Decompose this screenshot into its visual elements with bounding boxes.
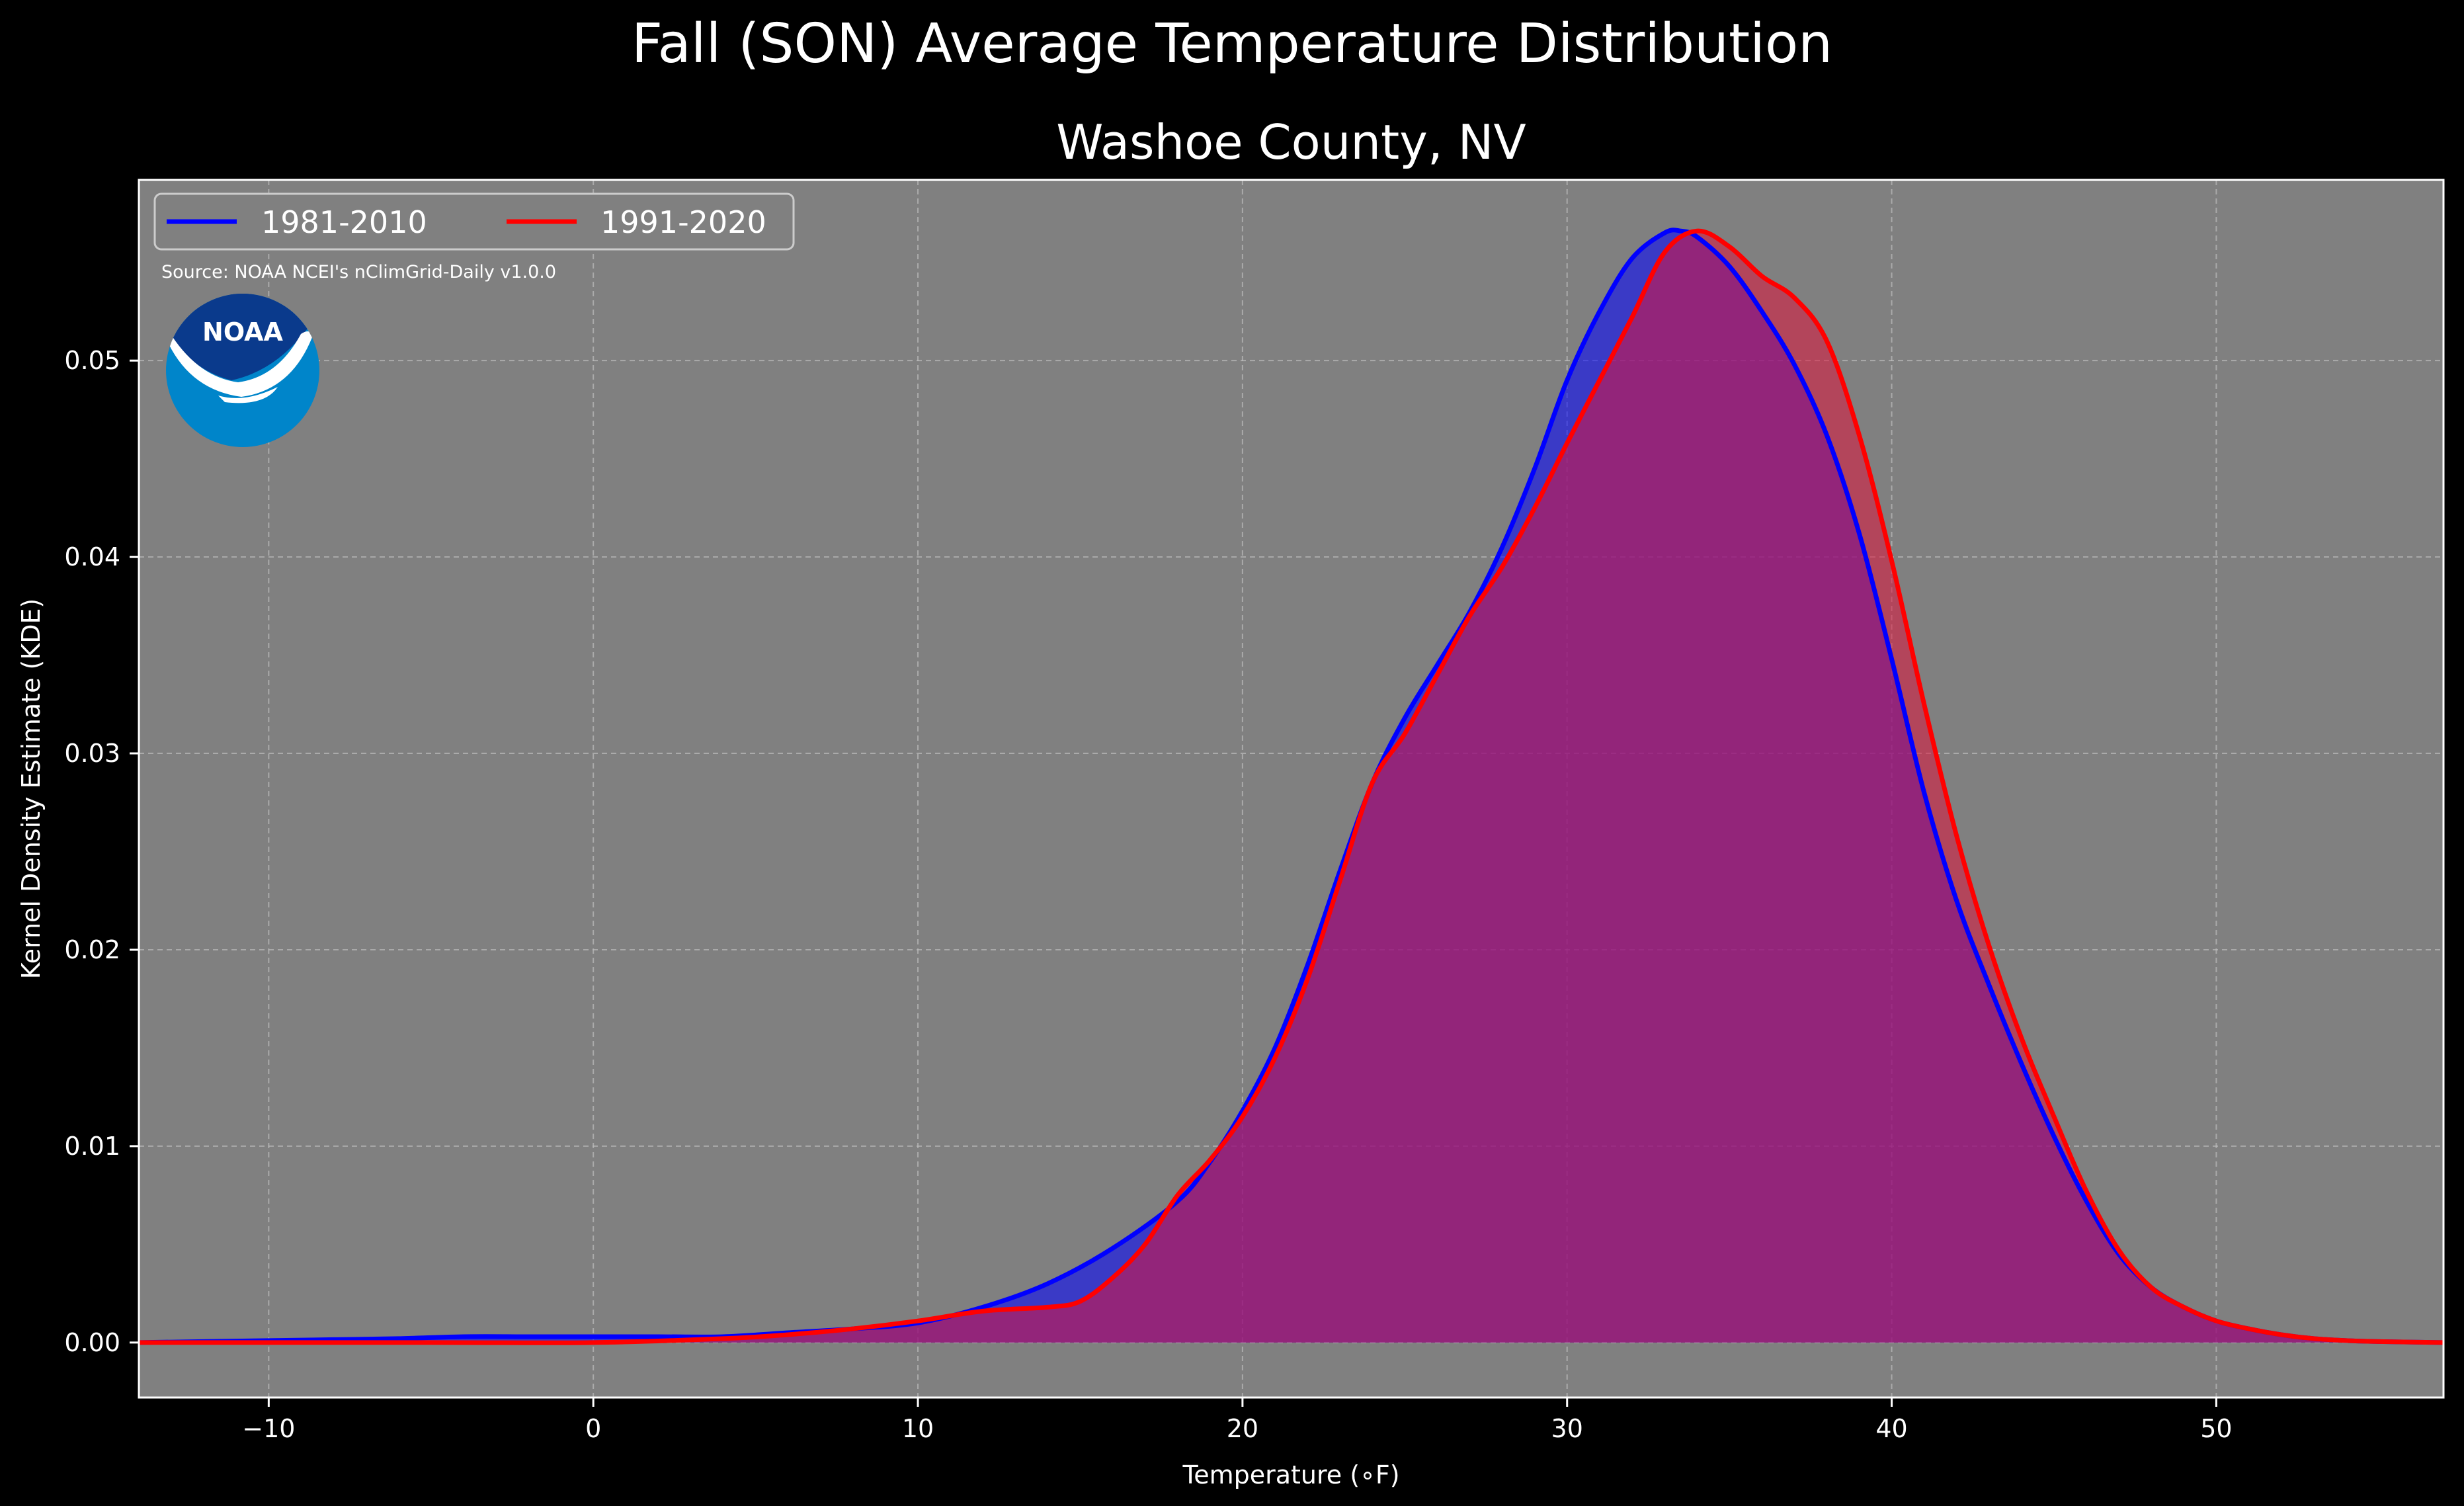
y-axis-label: Kernel Density Estimate (KDE) (17, 599, 46, 980)
y-tick-label: 0.05 (64, 346, 120, 375)
y-tick-label: 0.01 (64, 1132, 120, 1161)
legend-label-1981-2010: 1981-2010 (261, 204, 427, 240)
x-axis: −10 0 10 20 30 40 50 (242, 1398, 2233, 1443)
x-axis-label: Temperature (∘F) (1182, 1460, 1399, 1489)
y-tick-label: 0.00 (64, 1328, 120, 1357)
source-annotation: Source: NOAA NCEI's nClimGrid-Daily v1.0… (161, 262, 556, 282)
x-tick-label: 40 (1875, 1414, 1907, 1443)
series-fills (139, 230, 2443, 1343)
noaa-logo-icon: NOAA (166, 294, 319, 447)
series-fill-1991-2020 (139, 231, 2443, 1343)
x-tick-label: 20 (1227, 1414, 1258, 1443)
chart-subtitle: Washoe County, NV (1056, 114, 1526, 170)
y-axis: 0.00 0.01 0.02 0.03 0.04 0.05 (64, 346, 139, 1357)
y-tick-label: 0.02 (64, 935, 120, 964)
legend-box (153, 192, 795, 251)
plot-frame (138, 179, 2445, 1399)
x-tick-label: 30 (1551, 1414, 1583, 1443)
noaa-logo-text: NOAA (202, 317, 283, 347)
chart-suptitle: Fall (SON) Average Temperature Distribut… (631, 13, 1833, 75)
y-tick-label: 0.03 (64, 739, 120, 768)
x-tick-label: −10 (242, 1414, 295, 1443)
y-tick-label: 0.04 (64, 542, 120, 571)
x-tick-label: 10 (902, 1414, 934, 1443)
x-tick-label: 50 (2200, 1414, 2232, 1443)
series-line-1991-2020 (138, 228, 2444, 1345)
legend-label-1991-2020: 1991-2020 (600, 204, 766, 240)
x-tick-label: 0 (585, 1414, 601, 1443)
series-lines (138, 228, 2444, 1345)
legend: 1981-2010 1991-2020 (153, 192, 795, 251)
